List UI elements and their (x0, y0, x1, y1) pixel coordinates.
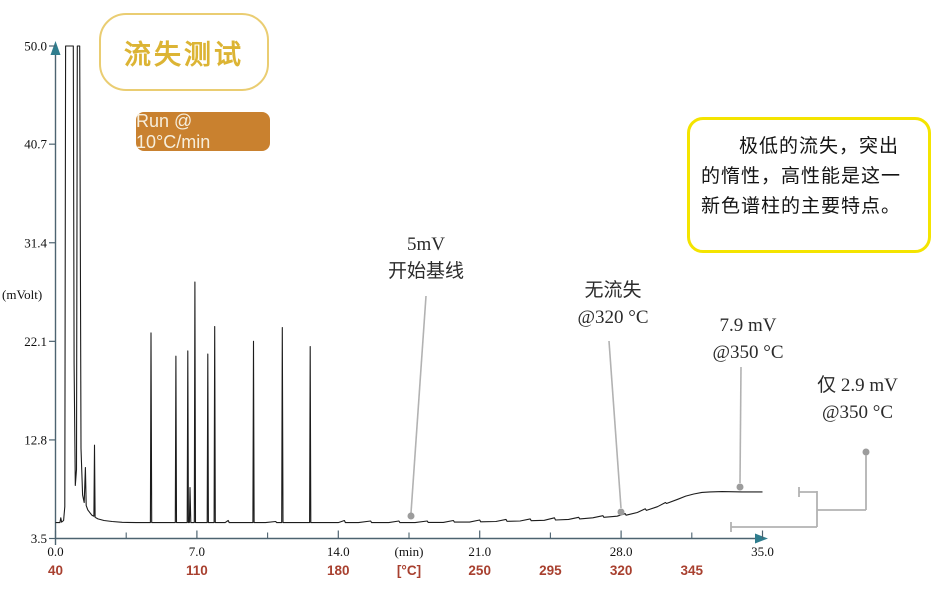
annotation-start-baseline-value: 5mV (407, 234, 445, 255)
x-tick-label-temp: 250 (468, 563, 491, 578)
highlight-note-text: 极低的流失，突出的惰性，高性能是这一新色谱柱的主要特点。 (701, 136, 902, 217)
x-tick-label-temp: 345 (681, 563, 704, 578)
chromatogram-trace (55, 45, 763, 524)
annotation-net-bleed: 仅 2.9 mV @350 °C (800, 372, 915, 426)
annotation-net-bleed-temp: @350 °C (821, 402, 894, 423)
x-tick-label-temp: 110 (186, 563, 208, 578)
x-tick-label-min: 28.0 (610, 544, 633, 559)
y-tick-label: 50.0 (24, 39, 47, 54)
annotation-bleed-350-value: 7.9 mV (719, 315, 777, 336)
pointer-no-bleed-line (608, 340, 622, 509)
y-axis-unit-label: (mVolt) (2, 287, 43, 302)
x-tick-label-min: 0.0 (47, 544, 63, 559)
run-condition-label: Run @ 10°C/min (136, 110, 211, 152)
pointer-no-bleed-dot (617, 508, 625, 516)
x-tick-label-min: 7.0 (189, 544, 205, 559)
page-title: 流失测试 (124, 39, 244, 70)
annotation-start-baseline-label: 开始基线 (387, 261, 464, 282)
title-box: 流失测试 (99, 13, 269, 91)
y-axis-arrow (50, 41, 61, 55)
x-tick-label-min: 21.0 (468, 544, 491, 559)
y-tick-label: 22.1 (24, 334, 47, 349)
y-tick-label: 40.7 (24, 137, 47, 152)
annotation-net-bleed-value: 仅 2.9 mV (817, 375, 898, 396)
y-tick-label: 31.4 (24, 235, 47, 250)
x-tick-label-temp: 320 (610, 563, 633, 578)
annotation-bleed-350: 7.9 mV @350 °C (698, 312, 798, 366)
pointer-bleed-350-dot (736, 483, 744, 491)
x-tick-label-min: 14.0 (327, 544, 350, 559)
run-condition-badge: Run @ 10°C/min (136, 110, 270, 152)
annotation-no-bleed-label: 无流失 (584, 280, 642, 301)
annotation-no-bleed: 无流失 @320 °C (563, 277, 663, 331)
pointer-start-baseline-line (410, 295, 427, 514)
annotation-bleed-350-temp: @350 °C (712, 342, 784, 363)
pointer-bleed-350-line (739, 366, 742, 484)
x-axis-unit-temp: [°C] (397, 563, 421, 578)
x-axis-arrow (755, 533, 768, 544)
x-tick-label-temp: 295 (539, 563, 562, 578)
annotation-start-baseline: 5mV 开始基线 (376, 231, 476, 285)
x-tick-label-temp: 180 (327, 563, 350, 578)
x-tick-label-temp: 40 (48, 563, 63, 578)
annotation-no-bleed-temp: @320 °C (577, 307, 649, 328)
net-bleed-dot (862, 448, 870, 456)
highlight-note-box: 极低的流失，突出的惰性，高性能是这一新色谱柱的主要特点。 (687, 117, 931, 253)
x-tick-label-min: 35.0 (751, 544, 774, 559)
pointer-start-baseline-dot (407, 512, 415, 520)
x-axis-unit-min: (min) (395, 544, 424, 559)
y-tick-label: 3.5 (31, 531, 47, 546)
y-tick-label: 12.8 (24, 432, 47, 447)
